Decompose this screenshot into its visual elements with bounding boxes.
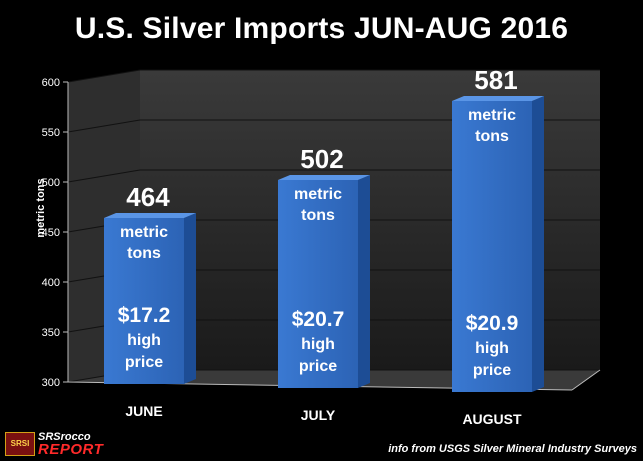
- bar-side: [358, 175, 370, 388]
- y-tick-label: 550: [42, 127, 60, 139]
- price-caption: price: [473, 362, 511, 379]
- source-note: info from USGS Silver Mineral Industry S…: [388, 443, 637, 455]
- bar-side: [532, 96, 544, 392]
- price-label: $17.2: [118, 304, 171, 327]
- bar: [278, 180, 358, 388]
- bar-unit-label: tons: [301, 207, 335, 224]
- chart-title: U.S. Silver Imports JUN-AUG 2016: [74, 12, 569, 45]
- data-label: 464: [126, 182, 170, 212]
- x-tick-label: JUNE: [125, 403, 162, 419]
- y-tick-label: 400: [42, 277, 60, 289]
- x-axis-edge: [571, 369, 601, 391]
- y-tick-label: 350: [42, 327, 60, 339]
- bar-top: [278, 175, 370, 180]
- price-caption: price: [299, 358, 337, 375]
- price-caption: price: [125, 354, 163, 371]
- srsrocco-logo: SRSI SRSrocco REPORT: [5, 431, 127, 458]
- bar: [452, 101, 532, 392]
- x-tick-label: AUGUST: [462, 411, 522, 427]
- bar-unit-label: tons: [127, 245, 161, 262]
- logo-text-bottom: REPORT: [38, 441, 104, 458]
- bar-unit-label: metric: [468, 107, 516, 124]
- bar-top: [104, 213, 196, 218]
- logo-text-top: SRSrocco: [38, 431, 91, 443]
- x-tick-label: JULY: [301, 407, 336, 423]
- y-tick-label: 450: [42, 227, 60, 239]
- bar-unit-label: metric: [120, 224, 168, 241]
- price-caption: high: [475, 340, 509, 357]
- y-tick-label: 600: [42, 77, 60, 89]
- y-tick-label: 300: [42, 377, 60, 389]
- bar-side: [184, 213, 196, 384]
- gridline: [67, 169, 600, 183]
- price-label: $20.9: [466, 312, 519, 335]
- bar-top: [452, 96, 544, 101]
- price-label: $20.7: [292, 308, 345, 331]
- data-label: 581: [474, 65, 517, 95]
- logo-badge-icon: SRSI: [5, 432, 35, 456]
- gridline: [67, 119, 600, 133]
- bar-unit-label: metric: [294, 186, 342, 203]
- price-caption: high: [127, 332, 161, 349]
- data-label: 502: [300, 144, 343, 174]
- gridline: [67, 69, 600, 83]
- bar: [104, 218, 184, 384]
- y-tick-label: 500: [42, 177, 60, 189]
- price-caption: high: [301, 336, 335, 353]
- bar-unit-label: tons: [475, 128, 509, 145]
